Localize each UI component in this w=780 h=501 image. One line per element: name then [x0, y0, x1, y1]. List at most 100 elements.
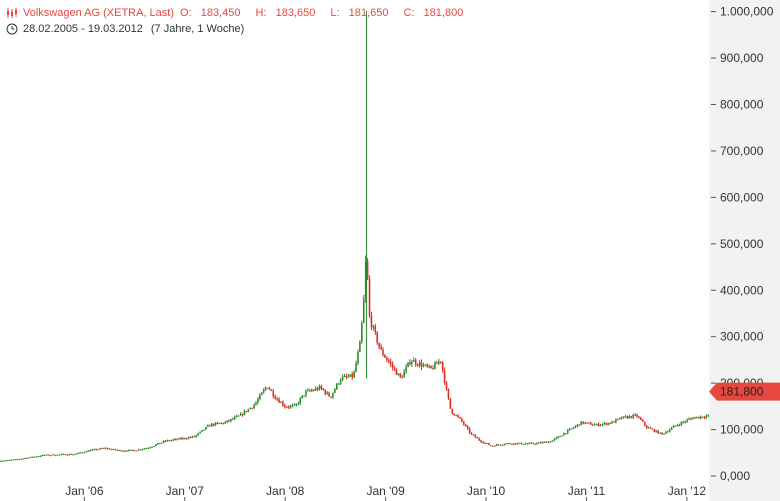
candle-body	[461, 418, 463, 422]
candle-body	[559, 436, 561, 438]
candle-body	[693, 417, 696, 419]
candle-body	[684, 421, 686, 423]
candle-body	[376, 332, 379, 343]
candle-body	[259, 394, 261, 400]
candle-body	[591, 424, 594, 426]
candle-body	[607, 423, 609, 425]
candle-body	[663, 433, 665, 435]
candle-body	[130, 449, 132, 451]
candle-body	[697, 416, 700, 419]
candle-body	[253, 404, 255, 408]
candle-body	[285, 406, 288, 408]
candle-body	[597, 423, 600, 426]
low-label: L:	[330, 7, 340, 19]
candle-body	[6, 459, 9, 461]
candle-body	[301, 395, 303, 399]
candlestick-icon[interactable]	[6, 7, 18, 19]
candle-body	[112, 448, 115, 450]
candle-body	[476, 437, 479, 439]
candle-body	[672, 425, 675, 428]
candle-body	[543, 441, 546, 443]
candle-body	[601, 423, 604, 425]
candle-body	[555, 437, 558, 439]
instrument-row: Volkswagen AG (XETRA, Last) O: 183,450 H…	[6, 5, 475, 21]
candles	[0, 10, 710, 462]
candle-body	[103, 447, 105, 449]
candle-body	[453, 413, 456, 416]
candle-body	[391, 363, 394, 368]
candle-body	[49, 455, 51, 457]
candle-body	[51, 454, 53, 456]
candle-body	[576, 424, 579, 427]
candle-body	[434, 362, 436, 369]
candle-body	[486, 442, 488, 444]
candle-body	[320, 386, 323, 389]
candle-body	[384, 355, 386, 358]
candle-body	[370, 315, 373, 328]
candle-body	[530, 442, 533, 444]
candle-body	[297, 403, 300, 405]
candle-body	[56, 454, 59, 456]
candle-body	[341, 376, 344, 380]
candle-body	[314, 388, 317, 391]
clock-icon[interactable]	[6, 23, 18, 35]
candle-body	[651, 428, 654, 430]
candle-body	[162, 440, 165, 443]
candle-body	[447, 389, 450, 399]
last-price-tag	[709, 382, 780, 401]
candle-body	[45, 454, 47, 456]
candle-body	[343, 375, 346, 377]
candle-body	[699, 416, 702, 419]
candle-body	[661, 432, 663, 434]
candle-body	[420, 362, 423, 367]
candle-body	[81, 452, 84, 454]
candle-body	[10, 459, 13, 461]
candle-body	[29, 456, 32, 458]
candle-body	[158, 443, 161, 445]
candle-body	[178, 438, 180, 440]
candle-body	[245, 411, 248, 413]
candle-body	[110, 449, 113, 451]
y-tick-label: 600,000	[720, 190, 764, 204]
candle-body	[536, 443, 538, 445]
candle-body	[618, 417, 621, 419]
candle-body	[359, 341, 361, 353]
candle-body	[628, 416, 631, 419]
candle-body	[287, 407, 290, 409]
candle-body	[430, 365, 432, 369]
candle-body	[649, 427, 652, 429]
candle-body	[393, 367, 396, 370]
candle-body	[495, 444, 498, 447]
candle-body	[632, 414, 635, 418]
candle-body	[547, 441, 550, 443]
candle-body	[183, 437, 186, 439]
candle-body	[480, 440, 482, 443]
candle-body	[274, 396, 277, 399]
candle-body	[235, 415, 238, 418]
candle-body	[561, 435, 563, 437]
candle-body	[605, 422, 608, 425]
candle-body	[199, 431, 201, 434]
candle-body	[28, 457, 30, 459]
candle-body	[676, 425, 679, 427]
candle-body	[488, 443, 490, 446]
candle-body	[534, 443, 536, 445]
candle-body	[26, 458, 28, 460]
candle-body	[538, 442, 540, 444]
candle-body	[182, 437, 184, 439]
candle-body	[180, 438, 182, 440]
candle-body	[68, 454, 71, 456]
candle-body	[62, 454, 65, 456]
candle-body	[99, 448, 101, 450]
x-tick-label: Jan '08	[266, 484, 305, 498]
candle-body	[207, 425, 209, 428]
candle-body	[293, 404, 296, 406]
candle-body	[682, 421, 685, 423]
candle-body	[124, 450, 126, 452]
candle-body	[72, 454, 74, 456]
candle-body	[436, 362, 438, 364]
candle-body	[692, 418, 694, 420]
candle-body	[397, 373, 400, 375]
candle-body	[106, 448, 109, 450]
